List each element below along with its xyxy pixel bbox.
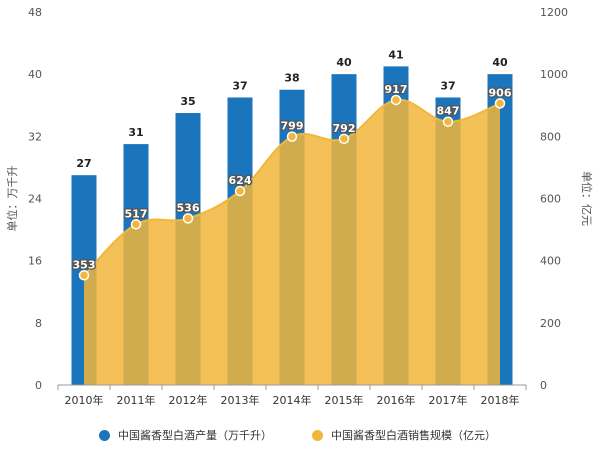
point-value-label: 624 bbox=[229, 174, 252, 187]
y-left-tick-label: 0 bbox=[35, 379, 42, 392]
y-left-tick-label: 24 bbox=[28, 193, 42, 206]
y-right-tick-label: 400 bbox=[540, 255, 561, 268]
point-value-label: 536 bbox=[177, 201, 200, 214]
x-tick-label: 2015年 bbox=[325, 393, 364, 407]
point-sales bbox=[182, 213, 194, 224]
point-sales bbox=[78, 270, 90, 281]
point-sales bbox=[286, 131, 298, 142]
y-left-axis-title: 单位：万千升 bbox=[5, 166, 19, 232]
point-value-label: 353 bbox=[73, 258, 96, 271]
y-right-tick-label: 0 bbox=[540, 379, 547, 392]
legend-marker-sales bbox=[312, 429, 323, 441]
bar-value-label: 40 bbox=[492, 56, 508, 69]
x-tick-label: 2012年 bbox=[169, 393, 208, 407]
x-tick-label: 2014年 bbox=[273, 393, 312, 407]
legend-item-sales: 中国酱香型白酒销售规模（亿元） bbox=[312, 427, 496, 443]
legend-label-sales: 中国酱香型白酒销售规模（亿元） bbox=[331, 429, 496, 442]
legend-label-production: 中国酱香型白酒产量（万千升） bbox=[118, 429, 272, 442]
bar-value-label: 35 bbox=[180, 95, 195, 108]
y-left-tick-label: 32 bbox=[28, 130, 42, 143]
point-value-label: 906 bbox=[489, 86, 512, 99]
y-left-tick-label: 48 bbox=[28, 6, 42, 19]
bar-value-label: 38 bbox=[284, 72, 299, 85]
point-value-label: 792 bbox=[333, 122, 356, 135]
point-sales bbox=[442, 116, 454, 127]
bar-value-label: 27 bbox=[76, 157, 91, 170]
point-sales bbox=[494, 98, 506, 109]
y-right-tick-label: 1000 bbox=[540, 68, 568, 81]
point-value-label: 517 bbox=[125, 207, 148, 220]
x-tick-label: 2018年 bbox=[481, 393, 520, 407]
point-value-label: 799 bbox=[281, 120, 304, 133]
x-tick-label: 2017年 bbox=[429, 393, 468, 407]
point-sales bbox=[130, 219, 142, 230]
y-right-tick-label: 600 bbox=[540, 193, 561, 206]
point-sales bbox=[338, 133, 350, 145]
point-value-label: 917 bbox=[385, 83, 408, 96]
y-right-tick-label: 1200 bbox=[540, 6, 568, 19]
bar-value-label: 31 bbox=[128, 126, 143, 139]
y-left-tick-label: 8 bbox=[35, 317, 42, 330]
y-left-tick-label: 16 bbox=[28, 255, 42, 268]
point-sales bbox=[390, 94, 402, 106]
x-tick-label: 2013年 bbox=[221, 393, 260, 407]
point-sales bbox=[234, 185, 246, 197]
x-tick-label: 2011年 bbox=[117, 393, 156, 407]
legend-item-production: 中国酱香型白酒产量（万千升） bbox=[99, 427, 272, 443]
legend-marker-production bbox=[99, 429, 110, 441]
y-right-tick-label: 800 bbox=[540, 130, 561, 143]
area-sales bbox=[84, 99, 500, 385]
bar-value-label: 40 bbox=[336, 56, 352, 69]
x-tick-label: 2016年 bbox=[377, 393, 416, 407]
x-tick-label: 2010年 bbox=[65, 393, 104, 407]
legend: 中国酱香型白酒产量（万千升） 中国酱香型白酒销售规模（亿元） bbox=[0, 422, 595, 448]
y-right-tick-label: 200 bbox=[540, 317, 561, 330]
bar-value-label: 37 bbox=[440, 79, 455, 92]
y-left-tick-label: 40 bbox=[28, 68, 42, 81]
bar-value-label: 41 bbox=[388, 48, 403, 61]
y-right-axis-title: 单位：亿元 bbox=[580, 171, 594, 226]
bar-value-label: 37 bbox=[232, 79, 247, 92]
point-value-label: 847 bbox=[437, 105, 460, 118]
